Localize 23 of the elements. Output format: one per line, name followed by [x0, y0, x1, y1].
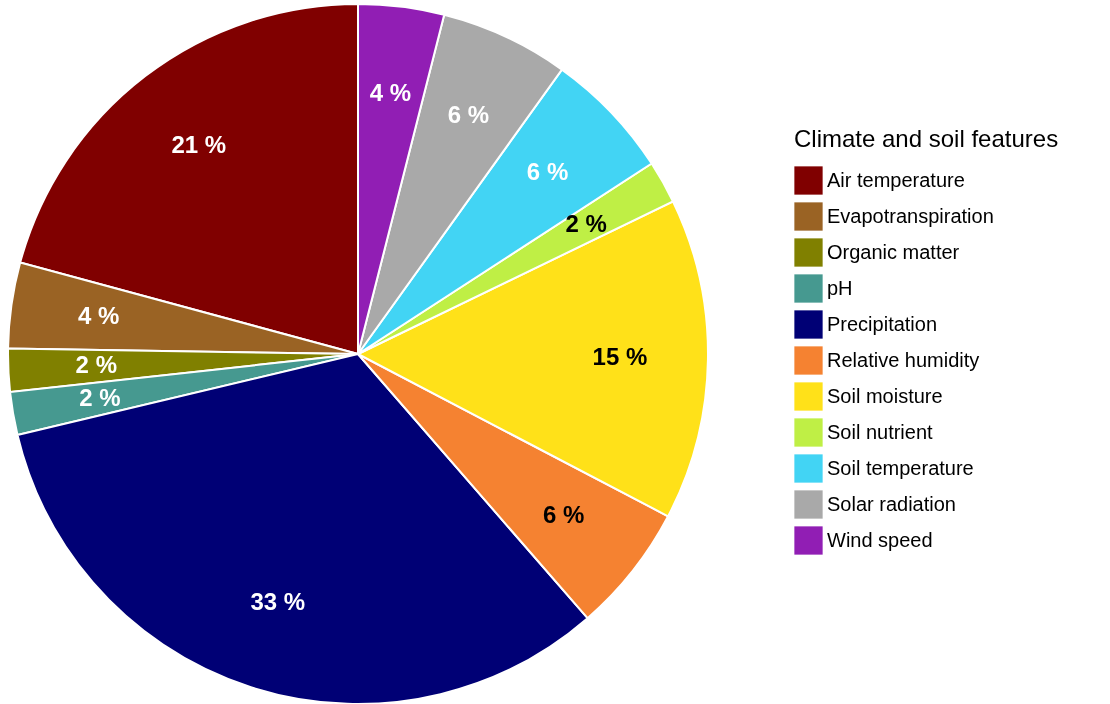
legend-title: Climate and soil features	[794, 125, 1059, 152]
data-label: 6 %	[526, 158, 569, 186]
data-label: 6 %	[542, 501, 585, 529]
legend-label: Solar radiation	[827, 492, 956, 515]
legend-label: Organic matter	[827, 240, 960, 263]
data-label: 33 %	[250, 588, 306, 616]
legend-label: Air temperature	[827, 168, 965, 191]
data-label: 15 %	[592, 343, 648, 371]
legend-label: Evapotranspiration	[827, 204, 994, 227]
data-label: 4 %	[77, 302, 120, 330]
data-label: 6 %	[447, 101, 490, 129]
legend-label: pH	[827, 276, 853, 299]
data-label: 21 %	[171, 130, 227, 158]
data-label: 4 %	[369, 79, 412, 107]
legend-label: Soil temperature	[827, 456, 974, 479]
legend-label: Relative humidity	[827, 348, 980, 371]
data-label: 2 %	[565, 210, 607, 238]
legend-label: Soil moisture	[827, 384, 943, 407]
data-label: 2 %	[79, 383, 121, 411]
legend-label: Wind speed	[827, 528, 933, 551]
legend-label: Soil nutrient	[827, 420, 934, 443]
data-label: 2 %	[75, 351, 117, 379]
legend-label: Precipitation	[827, 312, 938, 335]
